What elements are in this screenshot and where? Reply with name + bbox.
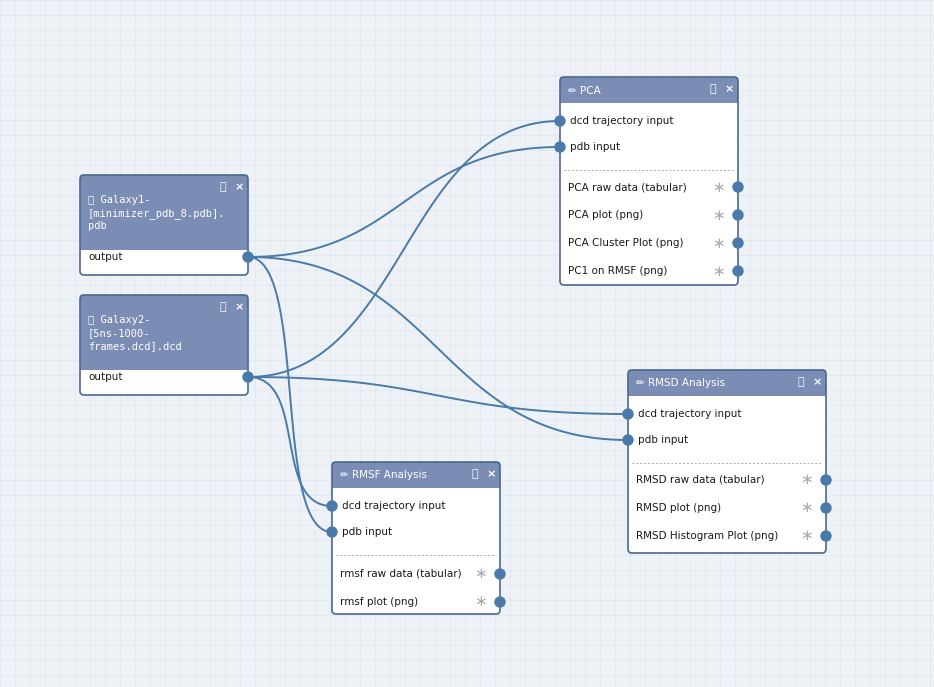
Text: output: output <box>88 372 122 382</box>
Text: ⎘: ⎘ <box>710 84 716 94</box>
Text: PCA raw data (tabular): PCA raw data (tabular) <box>568 182 686 192</box>
Text: rmsf plot (png): rmsf plot (png) <box>340 597 418 607</box>
FancyBboxPatch shape <box>332 462 500 496</box>
FancyBboxPatch shape <box>80 175 248 250</box>
FancyBboxPatch shape <box>332 462 500 488</box>
Circle shape <box>733 238 743 248</box>
Text: ⎙ Galaxy2-: ⎙ Galaxy2- <box>88 315 150 325</box>
FancyBboxPatch shape <box>80 387 248 395</box>
Text: ✏ PCA: ✏ PCA <box>568 85 601 95</box>
FancyBboxPatch shape <box>332 488 500 614</box>
Text: ⎘: ⎘ <box>472 469 478 479</box>
Circle shape <box>733 182 743 192</box>
FancyBboxPatch shape <box>80 295 248 370</box>
FancyBboxPatch shape <box>628 370 826 396</box>
Circle shape <box>821 531 831 541</box>
Text: pdb input: pdb input <box>638 435 688 445</box>
Text: ✏ RMSF Analysis: ✏ RMSF Analysis <box>340 471 427 480</box>
Text: ×: × <box>235 302 245 312</box>
Text: RMSD raw data (tabular): RMSD raw data (tabular) <box>636 475 765 485</box>
Circle shape <box>821 503 831 513</box>
Text: PC1 on RMSF (png): PC1 on RMSF (png) <box>568 266 668 276</box>
Text: dcd trajectory input: dcd trajectory input <box>570 116 673 126</box>
Text: dcd trajectory input: dcd trajectory input <box>342 501 446 511</box>
Circle shape <box>243 372 253 382</box>
Circle shape <box>495 597 505 607</box>
Text: ∗: ∗ <box>474 567 487 581</box>
Text: ×: × <box>487 469 496 479</box>
Circle shape <box>733 210 743 220</box>
FancyBboxPatch shape <box>80 267 248 275</box>
Text: ∗: ∗ <box>474 594 487 609</box>
Text: pdb input: pdb input <box>570 142 620 152</box>
Text: ∗: ∗ <box>800 501 813 515</box>
Text: ⎘: ⎘ <box>798 377 804 387</box>
Text: ×: × <box>725 84 734 94</box>
Text: ∗: ∗ <box>712 264 725 278</box>
FancyBboxPatch shape <box>560 77 738 103</box>
Text: ×: × <box>235 182 245 192</box>
FancyBboxPatch shape <box>80 370 248 395</box>
Text: pdb input: pdb input <box>342 527 392 537</box>
Text: rmsf raw data (tabular): rmsf raw data (tabular) <box>340 569 461 579</box>
Circle shape <box>495 569 505 579</box>
Text: [minimizer_pdb_8.pdb].: [minimizer_pdb_8.pdb]. <box>88 208 225 219</box>
FancyBboxPatch shape <box>560 277 738 285</box>
Circle shape <box>327 527 337 537</box>
Text: ✏ RMSD Analysis: ✏ RMSD Analysis <box>636 379 725 389</box>
Text: ×: × <box>813 377 822 387</box>
Text: RMSD Histogram Plot (png): RMSD Histogram Plot (png) <box>636 531 778 541</box>
Circle shape <box>327 501 337 511</box>
Text: dcd trajectory input: dcd trajectory input <box>638 409 742 419</box>
FancyBboxPatch shape <box>560 77 738 285</box>
FancyBboxPatch shape <box>560 77 738 111</box>
Circle shape <box>733 266 743 276</box>
Text: ∗: ∗ <box>712 179 725 194</box>
Text: ∗: ∗ <box>800 473 813 488</box>
Circle shape <box>623 409 633 419</box>
Text: ⎙ Galaxy1-: ⎙ Galaxy1- <box>88 195 150 205</box>
FancyBboxPatch shape <box>628 370 826 404</box>
FancyBboxPatch shape <box>80 295 248 395</box>
Circle shape <box>243 252 253 262</box>
Text: ∗: ∗ <box>800 528 813 543</box>
FancyBboxPatch shape <box>628 396 826 553</box>
Text: RMSD plot (png): RMSD plot (png) <box>636 503 721 513</box>
Circle shape <box>821 475 831 485</box>
Circle shape <box>623 435 633 445</box>
FancyBboxPatch shape <box>80 175 248 258</box>
Text: [5ns-1000-: [5ns-1000- <box>88 328 150 338</box>
FancyBboxPatch shape <box>80 295 248 378</box>
FancyBboxPatch shape <box>80 250 248 275</box>
Text: ∗: ∗ <box>712 236 725 251</box>
Text: PCA plot (png): PCA plot (png) <box>568 210 644 220</box>
Text: pdb: pdb <box>88 221 106 231</box>
Circle shape <box>555 142 565 152</box>
Circle shape <box>555 116 565 126</box>
FancyBboxPatch shape <box>332 606 500 614</box>
Text: ⎘: ⎘ <box>220 302 227 312</box>
FancyBboxPatch shape <box>332 462 500 614</box>
Text: output: output <box>88 252 122 262</box>
Text: ∗: ∗ <box>712 207 725 223</box>
Text: frames.dcd].dcd: frames.dcd].dcd <box>88 341 182 351</box>
Text: PCA Cluster Plot (png): PCA Cluster Plot (png) <box>568 238 684 248</box>
FancyBboxPatch shape <box>628 545 826 553</box>
FancyBboxPatch shape <box>628 370 826 553</box>
FancyBboxPatch shape <box>560 103 738 285</box>
Text: ⎘: ⎘ <box>220 182 227 192</box>
FancyBboxPatch shape <box>80 175 248 275</box>
